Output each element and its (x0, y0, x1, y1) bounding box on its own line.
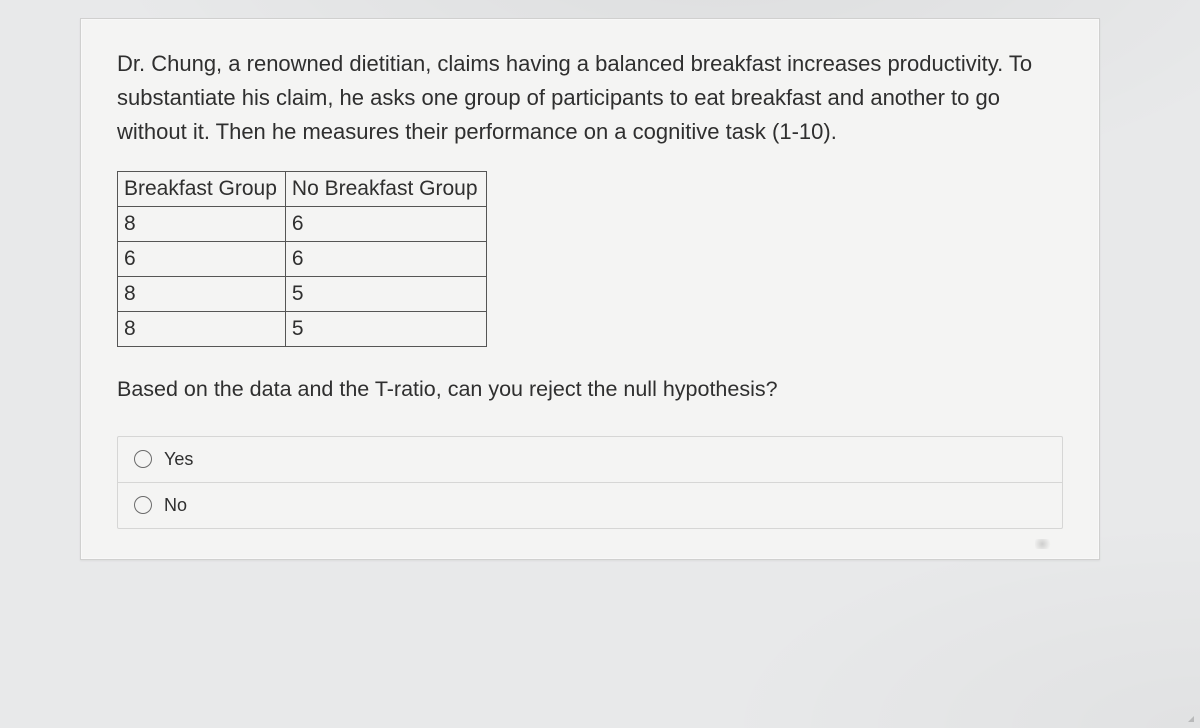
table-row: 8 6 (118, 207, 487, 242)
data-table: Breakfast Group No Breakfast Group 8 6 6… (117, 171, 487, 347)
option-no[interactable]: No (118, 482, 1062, 528)
table-row: 6 6 (118, 242, 487, 277)
question-text: Based on the data and the T-ratio, can y… (117, 373, 1063, 405)
radio-icon (134, 496, 152, 514)
table-cell: 8 (118, 312, 286, 347)
prompt-text: Dr. Chung, a renowned dietitian, claims … (117, 47, 1063, 149)
table-row: 8 5 (118, 312, 487, 347)
table-header: No Breakfast Group (285, 172, 486, 207)
table-cell: 8 (118, 277, 286, 312)
option-label: Yes (164, 449, 193, 470)
table-cell: 6 (285, 242, 486, 277)
option-yes[interactable]: Yes (118, 437, 1062, 482)
resize-corner-icon (1184, 712, 1194, 722)
option-label: No (164, 495, 187, 516)
options-group: Yes No (117, 436, 1063, 529)
table-cell: 8 (118, 207, 286, 242)
question-card: Dr. Chung, a renowned dietitian, claims … (80, 18, 1100, 560)
radio-icon (134, 450, 152, 468)
table-cell: 5 (285, 277, 486, 312)
table-cell: 5 (285, 312, 486, 347)
table-header: Breakfast Group (118, 172, 286, 207)
smudge-artifact (1035, 539, 1053, 549)
table-row: 8 5 (118, 277, 487, 312)
table-cell: 6 (285, 207, 486, 242)
table-cell: 6 (118, 242, 286, 277)
